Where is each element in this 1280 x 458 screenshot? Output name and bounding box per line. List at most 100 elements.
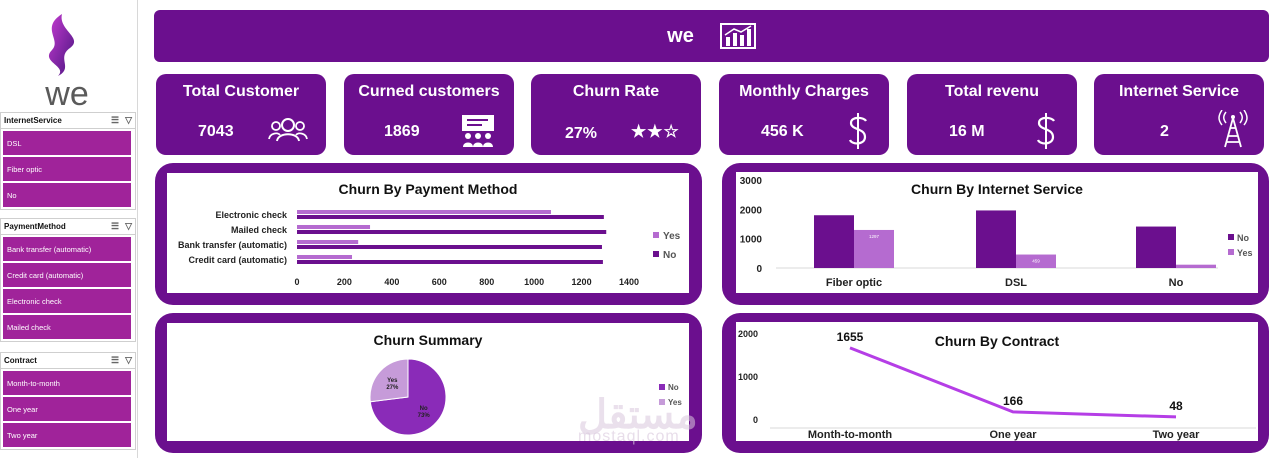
legend-swatch-yes <box>659 399 665 405</box>
bar-no <box>976 210 1016 268</box>
watermark-url: mostaql.com <box>578 428 680 445</box>
kpi-total-customer: Total Customer 7043 <box>156 74 326 155</box>
category-label: Bank transfer (automatic) <box>178 240 287 250</box>
category-label: Electronic check <box>215 210 288 220</box>
x-tick-label: 1200 <box>572 277 592 287</box>
slicer-header: InternetService ☰ ▽ <box>1 113 135 129</box>
clear-filter-icon[interactable]: ▽ <box>125 355 132 365</box>
dollar-icon <box>848 113 867 149</box>
kpi-value: 456 K <box>761 123 804 140</box>
chart-title: Churn By Internet Service <box>911 181 1083 197</box>
bar-yes <box>1016 254 1056 268</box>
slicer-title: InternetService <box>4 116 62 125</box>
legend-swatch-no <box>1228 234 1234 240</box>
bar-no <box>297 245 602 249</box>
slicer-contract: Contract ☰ ▽ Month-to-month One year Two year <box>0 352 136 450</box>
slicer-payment-method: PaymentMethod ☰ ▽ Bank transfer (automatic)… <box>0 218 136 342</box>
slice-label-percent: 27% <box>386 385 399 391</box>
panel-churn-summary: Churn Summary No 73% Yes 27% No Yes <box>155 313 702 453</box>
dollar-icon <box>1036 113 1055 149</box>
slicer-toolbar: ☰ ▽ <box>111 115 132 126</box>
kpi-value: 27% <box>565 125 598 142</box>
legend-label-yes: Yes <box>1237 248 1253 258</box>
category-label: Fiber optic <box>826 277 882 289</box>
slicer-title: PaymentMethod <box>4 222 66 231</box>
data-label: 166 <box>1003 394 1023 408</box>
kpi-title: Total revenu <box>945 83 1039 100</box>
tower-icon <box>1218 110 1248 148</box>
slicer-title: Contract <box>4 356 37 365</box>
multi-select-icon[interactable]: ☰ <box>111 115 120 125</box>
x-tick-label: 1400 <box>619 277 639 287</box>
category-label: One year <box>989 429 1037 441</box>
category-label: Two year <box>1153 429 1201 441</box>
legend-label-no: No <box>663 250 676 261</box>
legend-swatch-yes <box>653 232 659 238</box>
x-tick-label: 800 <box>479 277 494 287</box>
bar-yes <box>1176 264 1216 268</box>
kpi-title: Churn Rate <box>572 83 660 100</box>
bar-no <box>1136 226 1176 268</box>
bar-yes <box>297 225 371 229</box>
kpi-value: 1869 <box>384 123 420 140</box>
data-label: 48 <box>1169 399 1183 413</box>
sidebar: we InternetService ☰ ▽ DSL Fiber optic No Pay… <box>0 0 138 458</box>
clear-filter-icon[interactable]: ▽ <box>125 221 132 231</box>
category-label: Mailed check <box>231 225 288 235</box>
kpi-value: 2 <box>1160 123 1169 140</box>
kpi-internet-service: Internet Service 2 <box>1094 74 1264 155</box>
bar-yes <box>297 210 551 214</box>
kpi-title: Curned customers <box>358 83 500 100</box>
slicer-item[interactable]: DSL <box>3 131 131 155</box>
bar-no <box>297 215 604 219</box>
x-tick-label: 600 <box>432 277 447 287</box>
category-label: Credit card (automatic) <box>188 255 287 265</box>
kpi-title: Internet Service <box>1118 83 1240 100</box>
multi-select-icon[interactable]: ☰ <box>111 221 120 231</box>
kpi-total-revenue: Total revenu 16 M <box>907 74 1077 155</box>
legend-swatch-yes <box>1228 249 1234 255</box>
slicer-item[interactable]: Bank transfer (automatic) <box>3 237 131 261</box>
y-tick-label: 3000 <box>740 176 763 187</box>
slicer-item[interactable]: Electronic check <box>3 289 131 313</box>
slicer-toolbar: ☰ ▽ <box>111 355 132 366</box>
y-tick-label: 2000 <box>738 329 758 339</box>
kpi-title: Monthly Charges <box>739 83 869 100</box>
chart-churn-by-payment-method: Churn By Payment Method Electronic check M… <box>178 181 681 287</box>
panel-contract: Churn By Contract 0 1000 2000 1655 Month-to-m… <box>722 313 1269 453</box>
y-tick-label: 2000 <box>740 205 763 216</box>
legend-label-yes: Yes <box>663 231 681 242</box>
header-banner: we <box>154 10 1269 62</box>
clear-filter-icon[interactable]: ▽ <box>125 115 132 125</box>
legend-swatch-no <box>659 384 665 390</box>
chart-icon <box>719 23 756 49</box>
panel-internet-service: Churn By Internet Service 0 1000 2000 3000 12… <box>722 163 1269 305</box>
legend-label-yes: Yes <box>668 398 682 407</box>
slicer-item[interactable]: Fiber optic <box>3 157 131 181</box>
slicer-item[interactable]: Mailed check <box>3 315 131 339</box>
bar-no <box>297 230 607 234</box>
stars-icon: ★★☆ <box>631 122 680 141</box>
chart-churn-by-contract: Churn By Contract 0 1000 2000 1655 Month-to-m… <box>738 329 1256 441</box>
y-tick-label: 1000 <box>738 372 758 382</box>
slicer-item[interactable]: Month-to-month <box>3 371 131 395</box>
slicer-header: PaymentMethod ☰ ▽ <box>1 219 135 235</box>
bar-yes <box>297 240 359 244</box>
kpi-value: 16 M <box>949 123 985 140</box>
data-label: 459 <box>1032 259 1040 264</box>
kpi-value: 7043 <box>198 123 234 140</box>
banner-title: we <box>667 24 694 47</box>
watermark-logo: مستقل <box>578 393 698 437</box>
slicer-item[interactable]: No <box>3 183 131 207</box>
slicer-item[interactable]: Credit card (automatic) <box>3 263 131 287</box>
x-tick-label: 400 <box>384 277 399 287</box>
slicer-item[interactable]: One year <box>3 397 131 421</box>
bar-yes <box>297 255 353 259</box>
bar-no <box>814 215 854 268</box>
svg-text:we: we <box>44 75 88 110</box>
kpi-title: Total Customer <box>182 83 300 100</box>
slicer-item[interactable]: Two year <box>3 423 131 447</box>
legend-label-no: No <box>668 383 679 392</box>
multi-select-icon[interactable]: ☰ <box>111 355 120 365</box>
chart-title: Churn By Payment Method <box>339 181 518 197</box>
